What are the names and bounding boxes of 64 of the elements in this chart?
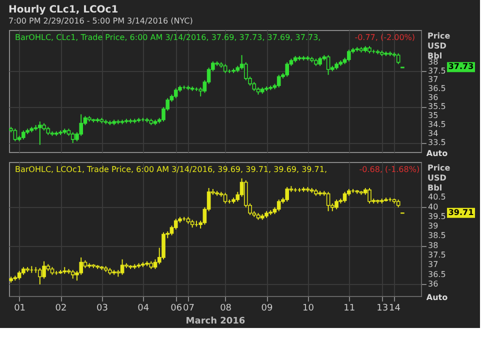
y-tick-label: 36.5 <box>428 270 446 279</box>
text: 39.71 <box>448 208 474 217</box>
annotation: -0.77, (-2.00%) <box>354 33 416 42</box>
annotation: BarOHLC, CLc1, Trade Price, 6:00 AM 3/14/2016, 37.69, 37.73, 37.69, 37.73, <box>15 33 321 42</box>
x-tick-label: 01 <box>14 304 26 314</box>
y-tick-label: 33.5 <box>428 138 446 148</box>
y-tick-label: 37 <box>428 75 438 84</box>
text: Auto <box>426 149 448 158</box>
candlestick <box>38 121 42 146</box>
y-tick-label: 37.5 <box>428 66 446 76</box>
annotation: -0.68, (-1.68%) <box>359 165 420 174</box>
candlestick <box>38 268 42 285</box>
y-tick-label: 35 <box>428 111 438 120</box>
candlestick <box>162 232 166 260</box>
x-tick-label: 06 <box>170 304 182 314</box>
x-tick-label: 11 <box>344 304 356 314</box>
y-tick-label: 39 <box>428 222 438 231</box>
chart-title: Hourly CLc1, LCOc1 <box>8 4 118 16</box>
y-tick-label: 34.5 <box>428 120 446 130</box>
y-tick-label: 38.5 <box>428 231 446 240</box>
x-tick-label: 04 <box>138 304 150 314</box>
x-tick-label: 10 <box>302 304 314 314</box>
candlestick <box>347 49 351 62</box>
candlestick <box>70 132 75 144</box>
candlestick <box>276 74 281 88</box>
candlestick <box>285 62 289 78</box>
y-tick-label: 40 <box>428 202 438 212</box>
candlestick <box>326 191 330 212</box>
candlestick <box>342 191 347 203</box>
y-tick-label: 37.5 <box>428 250 446 260</box>
y-tick-label: 38 <box>428 240 438 250</box>
candlestick <box>174 218 178 230</box>
y-tick-label: 34 <box>428 129 438 138</box>
y-axis-title: Price USD Bbl <box>428 164 451 192</box>
annotation: BarOHLC, LCOc1, Trade Price, 6:00 AM 3/14/2016, 39.69, 39.71, 39.69, 39.71, <box>15 165 328 174</box>
candlestick <box>153 258 158 270</box>
candlestick <box>326 54 330 76</box>
text: Auto <box>426 293 448 302</box>
x-tick-label: 07 <box>182 304 194 314</box>
y-tick-label: 37 <box>428 260 438 270</box>
x-tick-label: 09 <box>261 304 273 314</box>
candlestick <box>334 199 338 210</box>
x-tick-label: 02 <box>55 304 67 314</box>
candlestick <box>174 88 178 99</box>
candlestick <box>285 186 289 202</box>
candlestick <box>223 192 228 204</box>
x-tick-label: 03 <box>96 304 108 314</box>
x-axis-title: March 2016 <box>186 316 246 326</box>
y-tick-label: 36 <box>428 279 438 288</box>
candlestick <box>120 258 124 276</box>
candlestick <box>396 52 400 65</box>
chart-subtitle: 7:00 PM 2/29/2016 - 5:00 PM 3/14/2016 (NYC) <box>8 16 193 26</box>
y-tick-label: 40.5 <box>428 192 446 202</box>
y-tick-label: 36.5 <box>428 84 446 94</box>
x-tick-label: 08 <box>220 304 232 314</box>
y-tick-label: 35.5 <box>428 102 446 112</box>
y-tick-label: 36 <box>428 93 438 102</box>
candlestick <box>276 199 281 212</box>
x-tick-label: 13 <box>376 304 388 314</box>
x-tick-label: 14 <box>388 304 401 314</box>
candlestick <box>368 188 372 204</box>
y-tick-label: 39.5 <box>428 212 446 221</box>
candlestick <box>13 128 18 142</box>
text: 37.73 <box>448 62 474 72</box>
